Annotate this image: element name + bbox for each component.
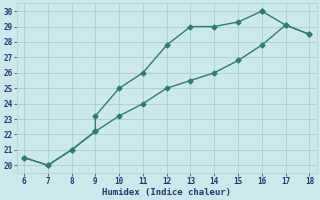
X-axis label: Humidex (Indice chaleur): Humidex (Indice chaleur): [102, 188, 231, 197]
